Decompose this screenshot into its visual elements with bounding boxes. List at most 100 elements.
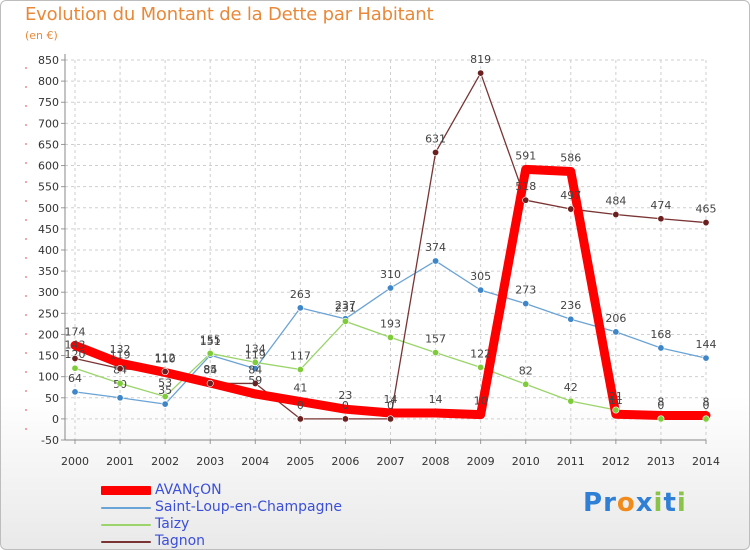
data-label-tagnon: 84: [248, 363, 262, 376]
data-point-tagnon: [567, 205, 575, 213]
data-label-saint-loup-en-champagne: 35: [158, 384, 172, 397]
logo-letter: i: [653, 488, 664, 518]
data-label-taizy: 157: [425, 333, 446, 346]
data-point-tagnon: [386, 415, 394, 423]
data-point-taizy: [386, 333, 394, 341]
data-point-taizy: [296, 365, 304, 373]
data-point-saint-loup-en-champagne: [612, 328, 620, 336]
data-point-tagnon: [71, 355, 79, 363]
legend-label-avancon: AVANçON: [155, 482, 222, 498]
data-label-avan-on: 10: [474, 395, 488, 408]
data-label-taizy: 82: [519, 364, 533, 377]
x-tick-label: 2013: [647, 455, 675, 468]
data-label-taizy: 134: [245, 342, 266, 355]
data-label-saint-loup-en-champagne: 236: [560, 299, 581, 312]
data-label-avan-on: 8: [703, 396, 710, 409]
data-label-saint-loup-en-champagne: 168: [650, 328, 671, 341]
data-label-tagnon: 484: [605, 195, 626, 208]
data-label-taizy: 155: [200, 333, 221, 346]
data-label-avan-on: 132: [110, 343, 131, 356]
y-tick-label: 250: [38, 307, 59, 320]
data-point-taizy: [612, 406, 620, 414]
y-tick-label: 50: [45, 392, 59, 405]
data-label-avan-on: 85: [203, 363, 217, 376]
y-tick-label: 550: [38, 181, 59, 194]
proxiti-logo: Proxiti: [583, 488, 687, 518]
x-tick-label: 2009: [467, 455, 495, 468]
legend-label-saint-loup: Saint-Loup-en-Champagne: [155, 499, 342, 515]
x-tick-label: 2005: [286, 455, 314, 468]
x-tick-label: 2014: [692, 455, 720, 468]
y-tick-label: 600: [38, 160, 59, 173]
data-point-saint-loup-en-champagne: [71, 388, 79, 396]
y-tick-label: 850: [38, 54, 59, 67]
data-point-taizy: [657, 415, 665, 423]
data-point-tagnon: [296, 415, 304, 423]
data-point-taizy: [71, 364, 79, 372]
data-label-avan-on: 14: [429, 393, 443, 406]
data-point-taizy: [341, 317, 349, 325]
logo-letter: r: [603, 488, 617, 518]
data-label-saint-loup-en-champagne: 64: [68, 372, 82, 385]
data-label-avan-on: 110: [155, 352, 176, 365]
legend-swatch-taizy: [101, 524, 151, 526]
data-label-tagnon: 0: [387, 399, 394, 412]
data-point-taizy: [116, 379, 124, 387]
data-point-tagnon: [341, 415, 349, 423]
data-point-tagnon: [161, 368, 169, 376]
x-tick-label: 2003: [196, 455, 224, 468]
data-label-taizy: 0: [657, 399, 664, 412]
data-point-saint-loup-en-champagne: [386, 284, 394, 292]
legend-swatch-tagnon: [101, 541, 151, 543]
x-tick-label: 2004: [241, 455, 269, 468]
data-label-saint-loup-en-champagne: 374: [425, 241, 446, 254]
data-label-saint-loup-en-champagne: 305: [470, 270, 491, 283]
data-point-saint-loup-en-champagne: [116, 394, 124, 402]
y-tick-label: 300: [38, 286, 59, 299]
data-label-tagnon: 84: [203, 363, 217, 376]
y-tick-label: 350: [38, 265, 59, 278]
x-tick-label: 2000: [61, 455, 89, 468]
data-label-tagnon: 143: [65, 339, 86, 352]
data-label-tagnon: 631: [425, 132, 446, 145]
data-point-tagnon: [477, 69, 485, 77]
data-point-tagnon: [206, 379, 214, 387]
x-tick-label: 2006: [331, 455, 359, 468]
data-point-taizy: [522, 380, 530, 388]
x-tick-label: 2010: [512, 455, 540, 468]
x-tick-label: 2011: [557, 455, 585, 468]
data-point-tagnon: [702, 219, 710, 227]
x-tick-label: 2002: [151, 455, 179, 468]
data-label-tagnon: 465: [696, 203, 717, 216]
y-tick-label: 200: [38, 328, 59, 341]
data-label-taizy: 0: [703, 399, 710, 412]
data-point-taizy: [251, 358, 259, 366]
data-point-saint-loup-en-champagne: [477, 286, 485, 294]
data-label-saint-loup-en-champagne: 144: [696, 338, 717, 351]
chart-subtitle: (en €): [25, 29, 58, 42]
y-tick-label: 150: [38, 350, 59, 363]
data-label-saint-loup-en-champagne: 273: [515, 284, 536, 297]
data-label-taizy: 21: [609, 390, 623, 403]
y-tick-label: 650: [38, 138, 59, 151]
logo-letter: i: [676, 488, 687, 518]
data-label-avan-on: 174: [65, 325, 86, 338]
y-tick-label: 800: [38, 75, 59, 88]
data-label-avan-on: 14: [384, 393, 398, 406]
x-tick-label: 2008: [422, 455, 450, 468]
data-label-saint-loup-en-champagne: 119: [245, 349, 266, 362]
data-label-tagnon: 119: [110, 349, 131, 362]
data-point-taizy: [206, 349, 214, 357]
data-point-taizy: [161, 393, 169, 401]
data-point-tagnon: [612, 211, 620, 219]
data-label-avan-on: 591: [515, 149, 536, 162]
data-label-saint-loup-en-champagne: 310: [380, 268, 401, 281]
data-label-tagnon: 0: [297, 399, 304, 412]
data-point-saint-loup-en-champagne: [702, 354, 710, 362]
data-point-saint-loup-en-champagne: [522, 300, 530, 308]
data-label-tagnon: 112: [155, 352, 176, 365]
x-tick-label: 2007: [377, 455, 405, 468]
data-point-saint-loup-en-champagne: [567, 315, 575, 323]
data-label-taizy: 193: [380, 317, 401, 330]
data-label-tagnon: 518: [515, 180, 536, 193]
